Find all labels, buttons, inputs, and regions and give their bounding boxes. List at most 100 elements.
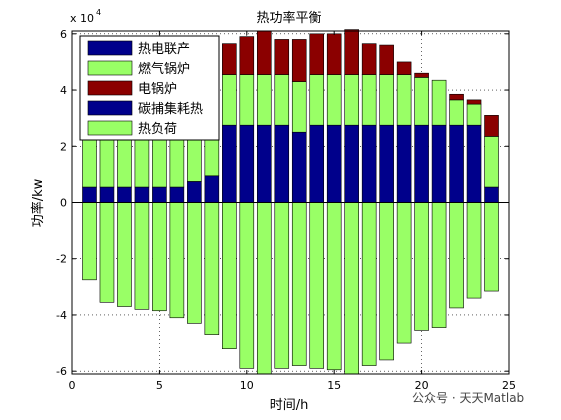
bar-segment-series-1 xyxy=(396,74,412,126)
legend-label: 电锅炉 xyxy=(138,81,177,97)
y-exponent-label: x 10 4 xyxy=(70,8,101,25)
bar-segment-series-0 xyxy=(291,131,307,203)
bar-segment-series-0 xyxy=(379,124,394,203)
bar-segment-series-1 xyxy=(466,103,482,126)
bar-segment-series-4 xyxy=(379,202,394,361)
bar-segment-series-1 xyxy=(414,77,429,126)
y-tick-label: -6 xyxy=(56,365,67,378)
bar-segment-series-0 xyxy=(466,124,482,203)
bar-segment-series-0 xyxy=(274,124,290,203)
watermark-text: 公众号 · 天天Matlab xyxy=(412,391,524,405)
bar-segment-series-0 xyxy=(344,124,359,203)
legend-label: 燃气锅炉 xyxy=(138,61,190,77)
bar-segment-series-4 xyxy=(204,202,220,335)
y-axis-label: 功率/kw xyxy=(30,178,46,227)
bar-segment-series-4 xyxy=(99,202,115,303)
y-tick-label: -2 xyxy=(56,253,67,266)
bar-segment-series-4 xyxy=(466,202,482,299)
bar-segment-series-0 xyxy=(256,124,272,203)
bar-segment-series-1 xyxy=(274,74,290,126)
bar-segment-series-4 xyxy=(134,202,150,310)
y-tick-label: -4 xyxy=(56,309,67,322)
bar-segment-series-1 xyxy=(309,74,325,126)
legend-swatch xyxy=(87,80,133,96)
x-tick-label: 5 xyxy=(156,379,163,392)
bar-segment-series-4 xyxy=(239,202,255,369)
bar-segment-series-0 xyxy=(117,186,132,203)
bar-segment-series-2 xyxy=(414,72,429,78)
bar-segment-series-0 xyxy=(449,124,464,203)
bar-segment-series-0 xyxy=(326,124,342,203)
legend-label: 热负荷 xyxy=(138,122,177,137)
bar-segment-series-2 xyxy=(484,115,499,137)
bar-segment-series-4 xyxy=(152,202,167,312)
bar-segment-series-0 xyxy=(309,124,325,203)
svg-text:x 10: x 10 xyxy=(70,12,94,25)
bar-segment-series-0 xyxy=(82,186,97,203)
bar-segment-series-0 xyxy=(169,186,185,203)
y-tick-label: 0 xyxy=(60,197,67,210)
bar-segment-series-0 xyxy=(99,186,115,203)
bar-segment-series-4 xyxy=(82,202,97,281)
axis-ticks: 0 5 10 15 20 25 -6 -4 -2 0 2 4 6 xyxy=(56,28,516,392)
bar-segment-series-4 xyxy=(326,202,342,371)
bar-segment-series-4 xyxy=(361,202,377,366)
bar-segment-series-2 xyxy=(379,44,394,75)
bar-segment-series-0 xyxy=(484,186,499,203)
svg-text:4: 4 xyxy=(96,8,101,17)
bar-segment-series-1 xyxy=(484,136,499,188)
legend-label: 碳捕集耗热 xyxy=(138,101,203,117)
bar-segment-series-2 xyxy=(361,43,377,75)
bar-segment-series-0 xyxy=(239,124,255,203)
bar-segment-series-0 xyxy=(361,124,377,203)
bar-segment-series-2 xyxy=(326,33,342,75)
bar-segment-series-1 xyxy=(431,79,447,126)
x-tick-label: 20 xyxy=(415,379,429,392)
bar-segment-series-1 xyxy=(361,74,377,126)
bar-segment-series-4 xyxy=(274,202,290,369)
bar-segment-series-2 xyxy=(222,43,237,75)
bar-segment-series-2 xyxy=(291,39,307,82)
bar-segment-series-2 xyxy=(344,29,359,75)
x-tick-label: 15 xyxy=(327,379,341,392)
legend-label: 热电联产 xyxy=(138,42,190,57)
bar-segment-series-4 xyxy=(291,202,307,366)
bar-segment-series-4 xyxy=(187,202,202,324)
y-tick-label: 4 xyxy=(60,84,67,97)
bar-segment-series-2 xyxy=(396,61,412,75)
chart-title: 热功率平衡 xyxy=(256,10,321,26)
bar-segment-series-4 xyxy=(449,202,464,309)
bar-segment-series-4 xyxy=(396,202,412,344)
bar-segment-series-2 xyxy=(466,99,482,105)
bar-segment-series-0 xyxy=(431,124,447,203)
bar-segment-series-2 xyxy=(449,93,464,101)
bar-segment-series-0 xyxy=(204,175,220,203)
bar-segment-series-1 xyxy=(239,74,255,126)
x-tick-label: 10 xyxy=(240,379,254,392)
bar-segment-series-0 xyxy=(187,181,202,203)
bar-segment-series-4 xyxy=(309,202,325,369)
bar-segment-series-4 xyxy=(414,202,429,331)
y-tick-label: 6 xyxy=(60,28,67,41)
bar-segment-series-0 xyxy=(396,124,412,203)
x-tick-label: 0 xyxy=(69,379,76,392)
legend-swatch xyxy=(87,60,133,76)
legend-swatch xyxy=(87,100,133,116)
bar-segment-series-1 xyxy=(326,74,342,126)
bar-segment-series-0 xyxy=(152,186,167,203)
legend-swatch xyxy=(87,120,133,136)
legend-swatch xyxy=(87,40,133,56)
y-tick-label: 2 xyxy=(60,140,67,153)
bar-segment-series-0 xyxy=(134,186,150,203)
bar-segment-series-2 xyxy=(309,33,325,75)
bar-segment-series-2 xyxy=(256,30,272,75)
bar-segment-series-4 xyxy=(256,202,272,375)
bar-segment-series-1 xyxy=(256,74,272,126)
bar-segment-series-1 xyxy=(379,74,394,126)
bar-segment-series-2 xyxy=(239,36,255,75)
bar-segment-series-4 xyxy=(117,202,132,307)
bar-segment-series-1 xyxy=(291,81,307,133)
bar-segment-series-0 xyxy=(414,124,429,203)
